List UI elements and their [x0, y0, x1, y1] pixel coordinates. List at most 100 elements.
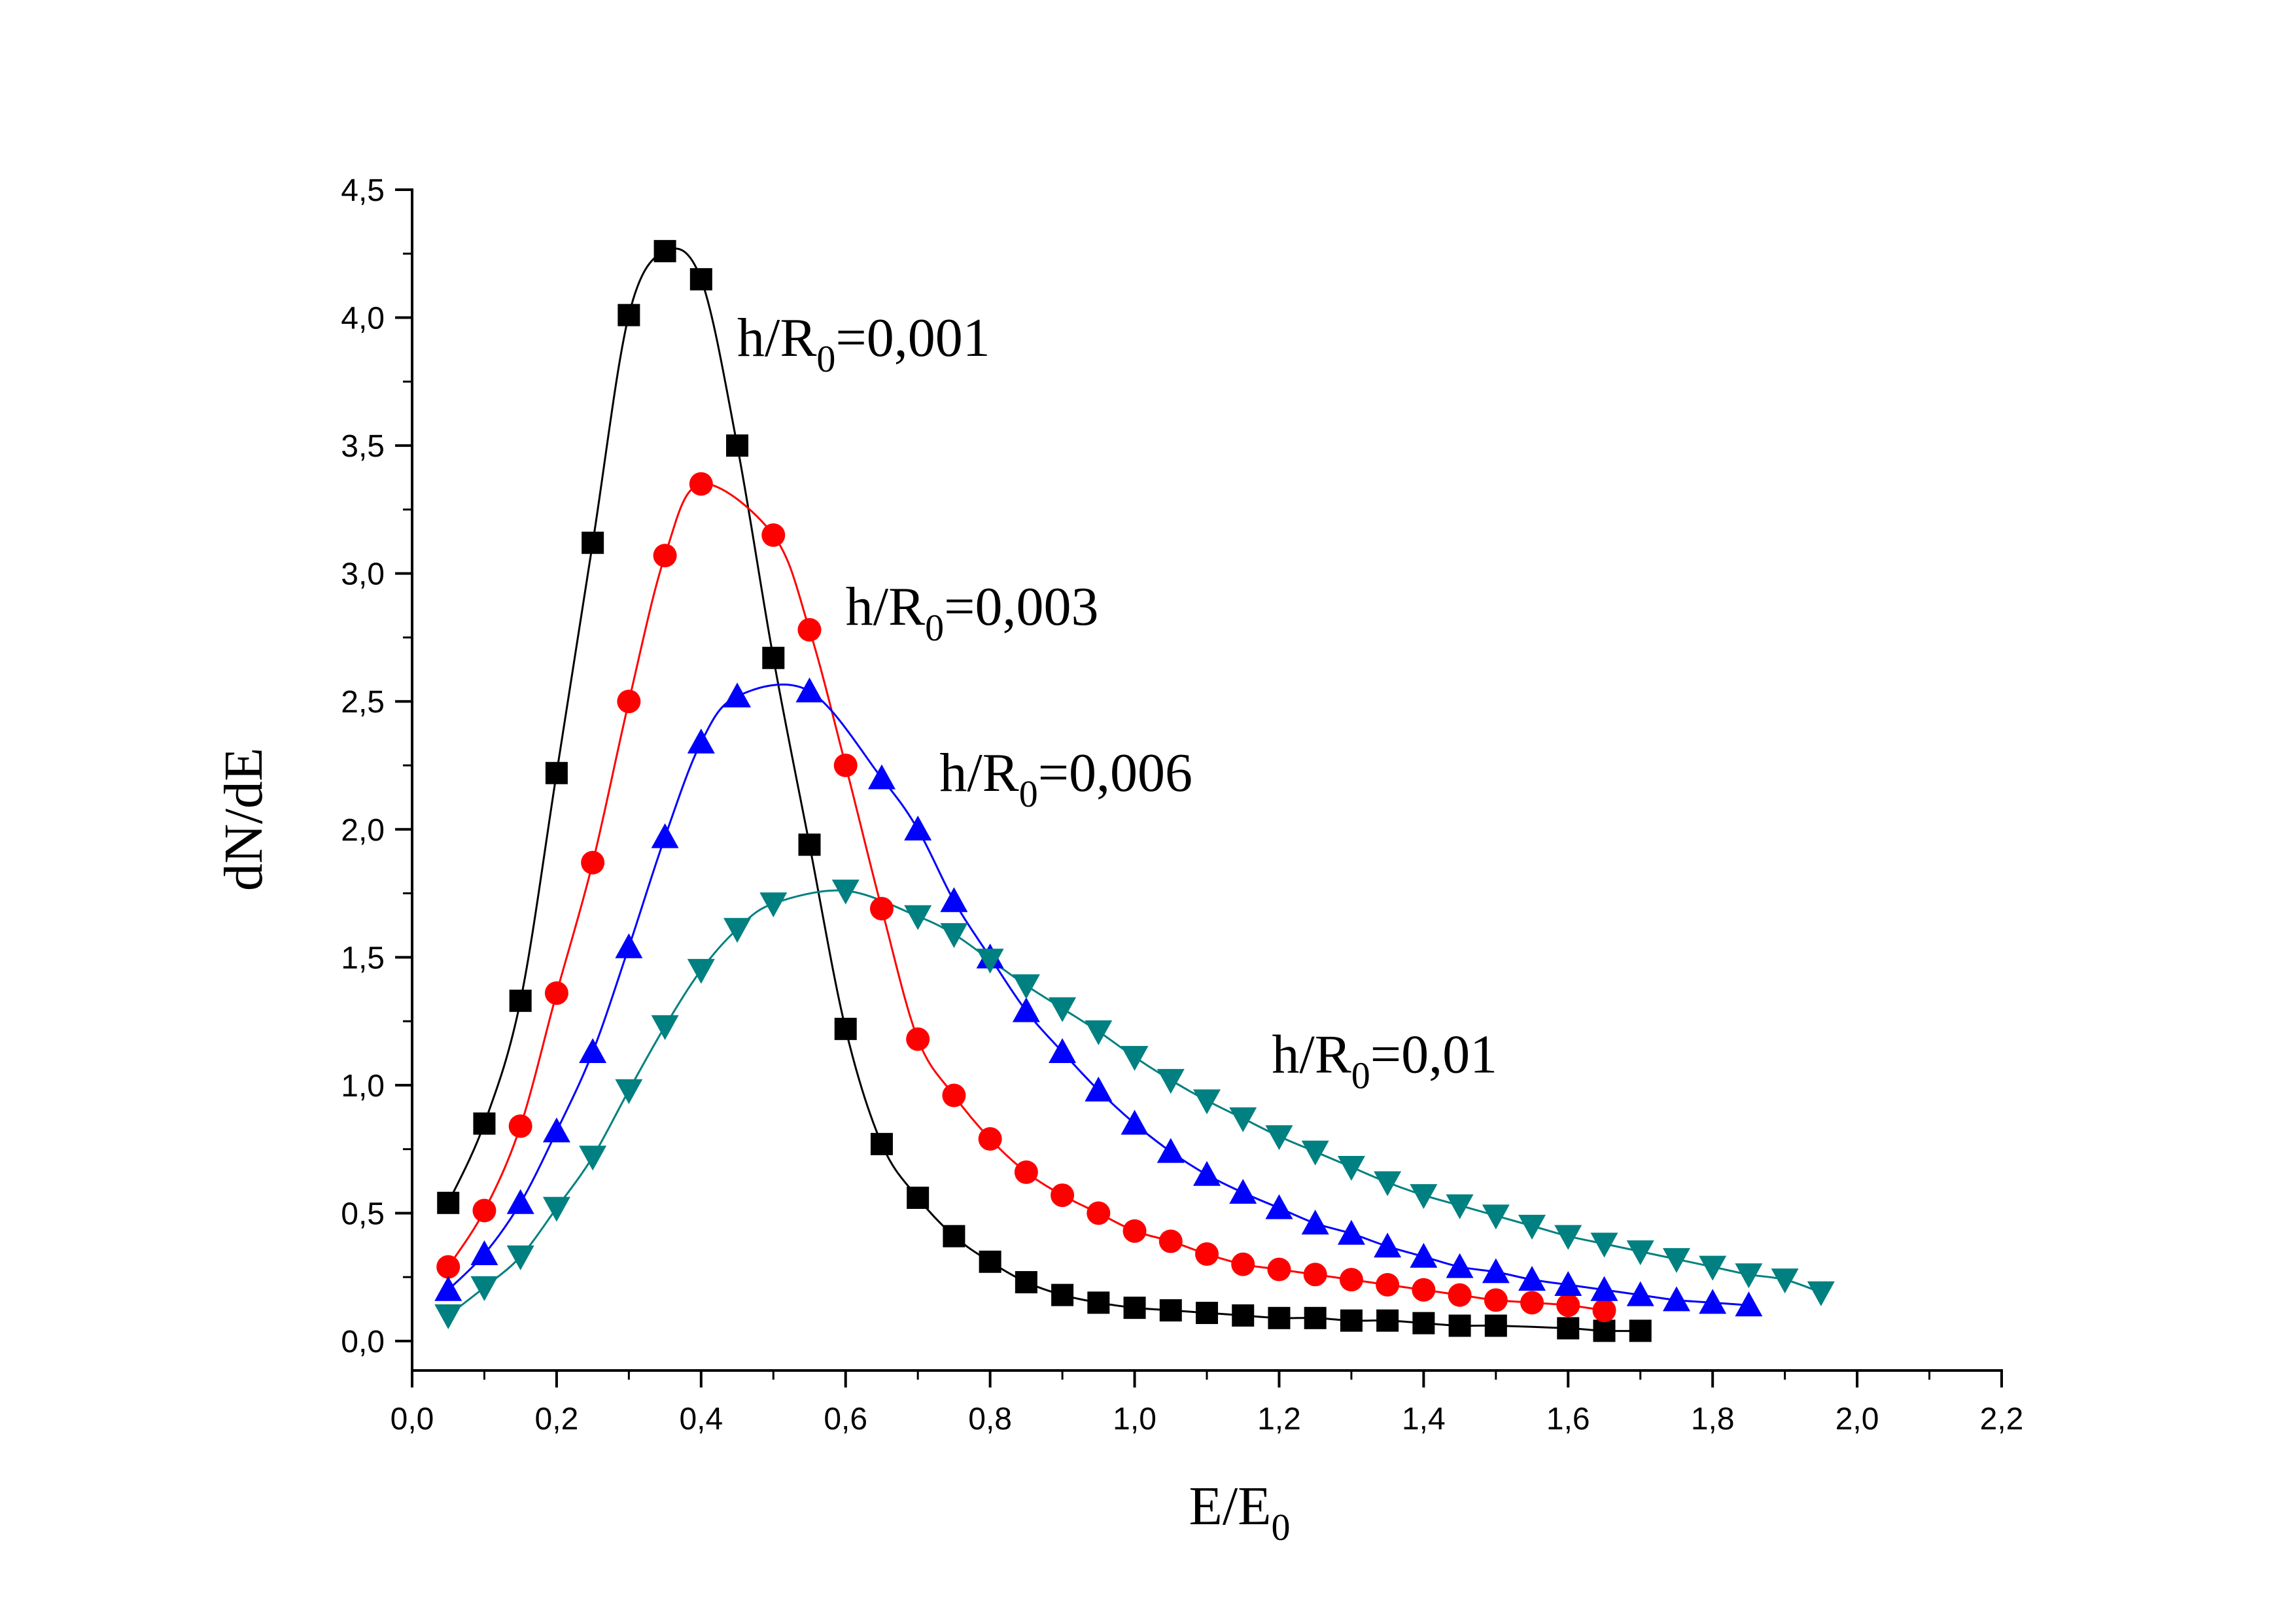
data-point-series-2	[689, 472, 713, 496]
data-point-series-1	[907, 1186, 930, 1209]
data-point-series-2	[797, 618, 822, 642]
data-point-series-1	[798, 833, 821, 856]
x-axis-title-main: E/E	[1189, 1476, 1272, 1537]
data-point-series-1	[1159, 1299, 1182, 1322]
x-tick-label: 2,0	[1835, 1402, 1879, 1437]
data-point-series-3	[1229, 1179, 1257, 1204]
data-point-series-1	[1593, 1319, 1616, 1342]
data-point-series-4	[506, 1245, 534, 1270]
data-point-series-2	[1520, 1291, 1544, 1315]
x-axis-title-sub: 0	[1271, 1506, 1290, 1548]
data-point-series-2	[1303, 1263, 1327, 1287]
data-point-series-1	[1123, 1297, 1146, 1319]
data-point-series-3	[1265, 1194, 1293, 1219]
data-point-series-2	[978, 1127, 1002, 1151]
data-point-series-3	[687, 728, 715, 754]
data-point-series-3	[1554, 1270, 1582, 1296]
data-point-series-4	[615, 1079, 643, 1104]
y-tick-label: 4,0	[341, 302, 385, 336]
data-point-series-4	[759, 892, 788, 918]
data-point-series-1	[1340, 1309, 1363, 1332]
y-tick-label: 2,0	[341, 813, 385, 848]
data-point-series-3	[1337, 1219, 1365, 1245]
data-point-series-2	[581, 850, 605, 875]
data-point-series-3	[1301, 1210, 1329, 1235]
data-point-series-4	[579, 1145, 607, 1171]
data-point-series-2	[1376, 1272, 1400, 1297]
data-point-series-1	[1015, 1271, 1037, 1294]
data-point-series-4	[1157, 1069, 1185, 1094]
data-point-series-2	[1448, 1283, 1472, 1307]
data-point-series-1	[1304, 1306, 1327, 1329]
data-point-series-1	[1051, 1283, 1074, 1306]
data-point-series-1	[1196, 1301, 1218, 1324]
x-tick-label: 2,2	[1980, 1402, 2024, 1437]
data-point-series-4	[904, 905, 932, 930]
data-point-series-2	[436, 1255, 461, 1279]
data-point-series-1	[1484, 1314, 1507, 1337]
data-point-series-1	[1629, 1319, 1652, 1342]
series-annotation-2: h/R0=0,003	[846, 576, 1099, 649]
x-tick-label: 1,0	[1113, 1402, 1157, 1437]
data-point-series-3	[1012, 997, 1040, 1022]
data-point-series-3	[542, 1117, 570, 1143]
data-point-series-3	[615, 933, 643, 958]
series-annotation-3: h/R0=0,006	[939, 742, 1192, 815]
data-point-series-1	[437, 1191, 460, 1214]
x-axis-title: E/E0	[1189, 1476, 1291, 1548]
data-point-series-3	[1446, 1253, 1474, 1278]
data-point-series-4	[1735, 1263, 1763, 1289]
data-point-series-1	[545, 761, 568, 784]
data-point-series-1	[1232, 1304, 1255, 1327]
data-point-series-4	[1662, 1248, 1690, 1273]
data-point-series-1	[653, 239, 676, 262]
data-point-series-2	[1412, 1278, 1436, 1302]
data-point-series-4	[1771, 1268, 1799, 1294]
y-ticks: 0,0 0,5 1,0 1,5 2,0 2,5 3,0 3,5 4,0 4,5	[341, 173, 412, 1359]
data-point-series-4	[687, 958, 715, 984]
data-point-series-4	[1410, 1184, 1438, 1210]
x-tick-label: 1,6	[1546, 1402, 1590, 1437]
y-tick-label: 0,5	[341, 1196, 385, 1231]
data-point-series-4	[1482, 1204, 1510, 1230]
data-point-series-2	[1158, 1229, 1183, 1253]
x-tick-label: 0,6	[824, 1402, 867, 1437]
data-point-series-3	[1121, 1109, 1149, 1135]
data-point-series-2	[942, 1083, 966, 1108]
data-point-series-3	[1699, 1289, 1727, 1314]
y-tick-label: 2,5	[341, 685, 385, 720]
data-point-series-1	[1376, 1309, 1399, 1332]
data-point-series-4	[651, 1015, 679, 1040]
data-point-series-1	[1448, 1314, 1471, 1337]
data-point-series-3	[1518, 1266, 1546, 1291]
series-annotation-1: h/R0=0,001	[737, 307, 990, 380]
data-point-series-2	[1231, 1252, 1255, 1276]
data-point-series-4	[831, 879, 860, 905]
y-tick-label: 1,5	[341, 941, 385, 975]
data-point-series-2	[1592, 1299, 1616, 1323]
data-point-series-1	[1087, 1291, 1110, 1314]
data-point-series-2	[906, 1027, 930, 1051]
data-point-series-4	[723, 918, 752, 943]
x-tick-label: 0,2	[535, 1402, 579, 1437]
data-point-series-3	[470, 1240, 498, 1266]
data-point-series-3	[1049, 1038, 1077, 1064]
data-point-series-3	[1482, 1258, 1510, 1283]
data-point-series-3	[940, 887, 968, 913]
data-point-series-4	[1590, 1232, 1618, 1258]
data-point-series-4	[1699, 1255, 1727, 1281]
data-point-series-1	[617, 304, 640, 326]
data-point-series-1	[943, 1225, 965, 1248]
y-tick-label: 4,5	[341, 173, 385, 208]
y-tick-label: 0,0	[341, 1325, 385, 1359]
data-point-series-4	[1337, 1156, 1365, 1181]
data-point-series-1	[762, 646, 785, 669]
x-tick-label: 0,4	[679, 1402, 723, 1437]
data-point-series-3	[723, 682, 752, 708]
data-point-series-4	[1301, 1140, 1329, 1166]
data-point-series-4	[542, 1196, 570, 1222]
data-point-series-1	[582, 531, 604, 554]
data-point-series-1	[979, 1250, 1001, 1273]
data-point-series-4	[1049, 997, 1077, 1022]
